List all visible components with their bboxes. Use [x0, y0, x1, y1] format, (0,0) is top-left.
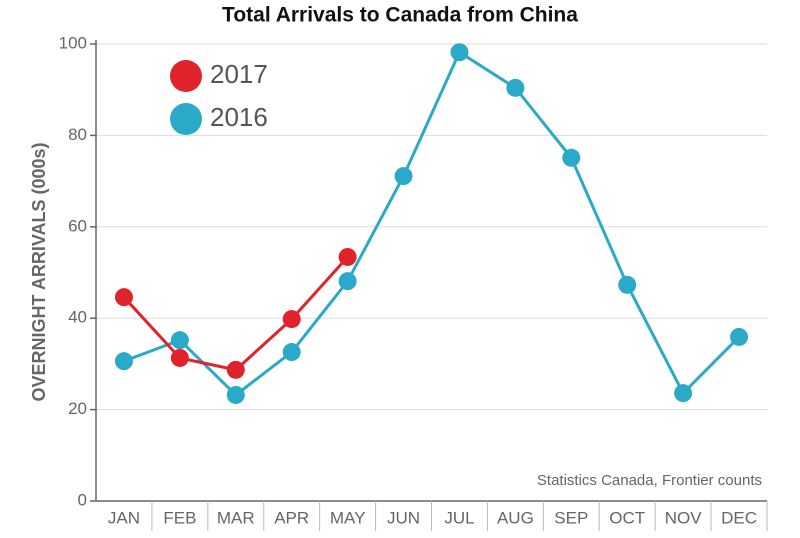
data-point: [394, 167, 413, 186]
y-tick-label: 20: [68, 399, 87, 418]
x-tick-label: MAY: [330, 508, 366, 527]
data-point: [730, 327, 749, 346]
data-point: [506, 78, 525, 97]
data-point: [618, 275, 637, 294]
x-tick-label: JUN: [387, 508, 420, 527]
data-point: [170, 331, 189, 350]
y-tick-label: 100: [59, 33, 87, 52]
data-point: [114, 288, 133, 307]
data-point: [674, 384, 693, 403]
x-tick-label: JUL: [444, 508, 474, 527]
series-line: [122, 255, 349, 372]
data-point: [562, 148, 581, 167]
data-point: [338, 272, 357, 291]
data-point: [226, 360, 245, 379]
series-line: [123, 50, 741, 397]
source-note: Statistics Canada, Frontier counts: [537, 472, 762, 489]
chart-title: Total Arrivals to Canada from China: [222, 4, 578, 27]
y-tick-label: 40: [68, 308, 87, 327]
x-tick-label: NOV: [665, 508, 703, 527]
x-tick-label: MAR: [217, 508, 255, 527]
y-tick-label: 60: [68, 216, 87, 235]
data-point: [226, 385, 245, 404]
x-tick-label: JAN: [108, 508, 140, 527]
data-point: [282, 343, 301, 362]
data-point: [282, 310, 301, 329]
y-tick-label: 80: [68, 125, 87, 144]
legend-label: 2017: [210, 59, 268, 89]
data-point: [114, 352, 133, 371]
y-tick-label: 0: [78, 490, 87, 509]
x-tick-label: FEB: [163, 508, 196, 527]
legend-marker: [170, 103, 202, 135]
x-tick-label: OCT: [609, 508, 645, 527]
x-tick-label: SEP: [554, 508, 588, 527]
data-point: [450, 43, 469, 62]
data-point: [170, 348, 189, 367]
y-axis-label: OVERNIGHT ARRIVALS (000s): [29, 142, 49, 401]
data-point: [338, 247, 357, 266]
legend-label: 2016: [210, 102, 268, 132]
legend-marker: [170, 60, 202, 92]
x-tick-label: APR: [274, 508, 309, 527]
x-tick-label: DEC: [721, 508, 757, 527]
x-tick-label: AUG: [497, 508, 534, 527]
